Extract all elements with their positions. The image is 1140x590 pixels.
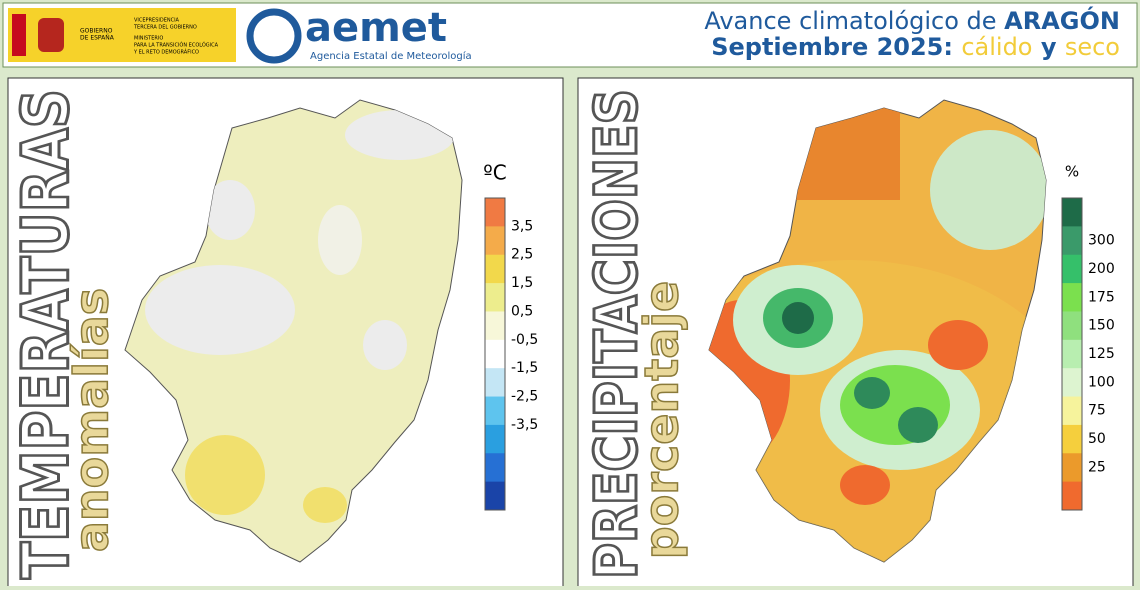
- legend-label: 50: [1088, 431, 1106, 447]
- legend-swatch: [1062, 481, 1082, 511]
- aemet-subtitle: Agencia Estatal de Meteorología: [310, 50, 472, 62]
- legend-label: 1,5: [511, 275, 533, 291]
- legend-label: -3,5: [511, 417, 538, 433]
- legend-label: 300: [1088, 233, 1115, 249]
- legend-swatch: [485, 254, 505, 284]
- legend-swatch: [1062, 424, 1082, 454]
- gov-text: Y EL RETO DEMOGRÁFICO: [133, 49, 199, 56]
- aemet-logo: aemet: [305, 5, 447, 51]
- legend-swatch: [1062, 198, 1082, 227]
- gov-text: VICEPRESIDENCIA: [134, 18, 180, 24]
- legend-label: -0,5: [511, 332, 538, 348]
- legend-label: 75: [1088, 403, 1106, 419]
- legend-label: 150: [1088, 318, 1115, 334]
- title: Septiembre 2025: cálido y seco: [711, 33, 1120, 61]
- legend-swatch: [485, 339, 505, 369]
- shield: [38, 18, 64, 52]
- legend-swatch: [485, 368, 505, 398]
- panel-subtitle: porcentaje: [635, 281, 689, 559]
- gov-text: PARA LA TRANSICIÓN ECOLÓGICA: [134, 42, 219, 49]
- legend-label: 2,5: [511, 247, 533, 263]
- legend-swatch: [1062, 339, 1082, 369]
- legend-swatch: [485, 396, 505, 426]
- legend-label: 25: [1088, 459, 1106, 475]
- legend-swatch: [485, 198, 505, 227]
- gov-text: GOBIERNO: [80, 28, 113, 35]
- legend-swatch: [485, 311, 505, 341]
- panel-subtitle: anomalías: [65, 288, 119, 552]
- gov-text: DE ESPAÑA: [80, 35, 115, 42]
- panel-title: TEMPERATURAS: [10, 89, 84, 579]
- flag: [12, 14, 26, 56]
- title: Avance climatológico de ARAGÓN: [704, 5, 1120, 35]
- aemet-icon: [246, 8, 302, 64]
- legend-swatch: [1062, 368, 1082, 398]
- legend-swatch: [1062, 311, 1082, 341]
- legend-swatch: [1062, 453, 1082, 483]
- legend-swatch: [1062, 254, 1082, 284]
- legend-swatch: [485, 424, 505, 454]
- legend-unit: ºC: [483, 161, 506, 185]
- legend-label: 200: [1088, 261, 1115, 277]
- legend-swatch: [485, 283, 505, 312]
- gov-text: MINISTERIO: [134, 36, 163, 42]
- gov-text: TERCERA DEL GOBIERNO: [133, 25, 197, 31]
- legend-label: 3,5: [511, 218, 533, 234]
- legend-label: 0,5: [511, 303, 533, 319]
- legend-label: 125: [1088, 346, 1115, 362]
- legend-unit: %: [1065, 163, 1079, 181]
- legend-swatch: [1062, 226, 1082, 256]
- legend-label: -2,5: [511, 389, 538, 405]
- legend-swatch: [1062, 396, 1082, 426]
- legend-label: 100: [1088, 374, 1115, 390]
- panel-title: PRECIPITACIONES: [582, 89, 650, 579]
- legend-label: -1,5: [511, 360, 538, 376]
- legend-frame: [1061, 197, 1083, 511]
- legend-label: 175: [1088, 289, 1115, 305]
- legend-swatch: [1062, 283, 1082, 312]
- legend-frame: [484, 197, 506, 511]
- legend-swatch: [485, 226, 505, 256]
- legend-swatch: [485, 453, 505, 483]
- legend-swatch: [485, 481, 505, 511]
